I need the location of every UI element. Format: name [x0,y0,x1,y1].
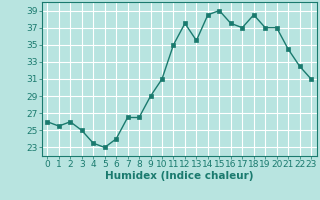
X-axis label: Humidex (Indice chaleur): Humidex (Indice chaleur) [105,171,253,181]
